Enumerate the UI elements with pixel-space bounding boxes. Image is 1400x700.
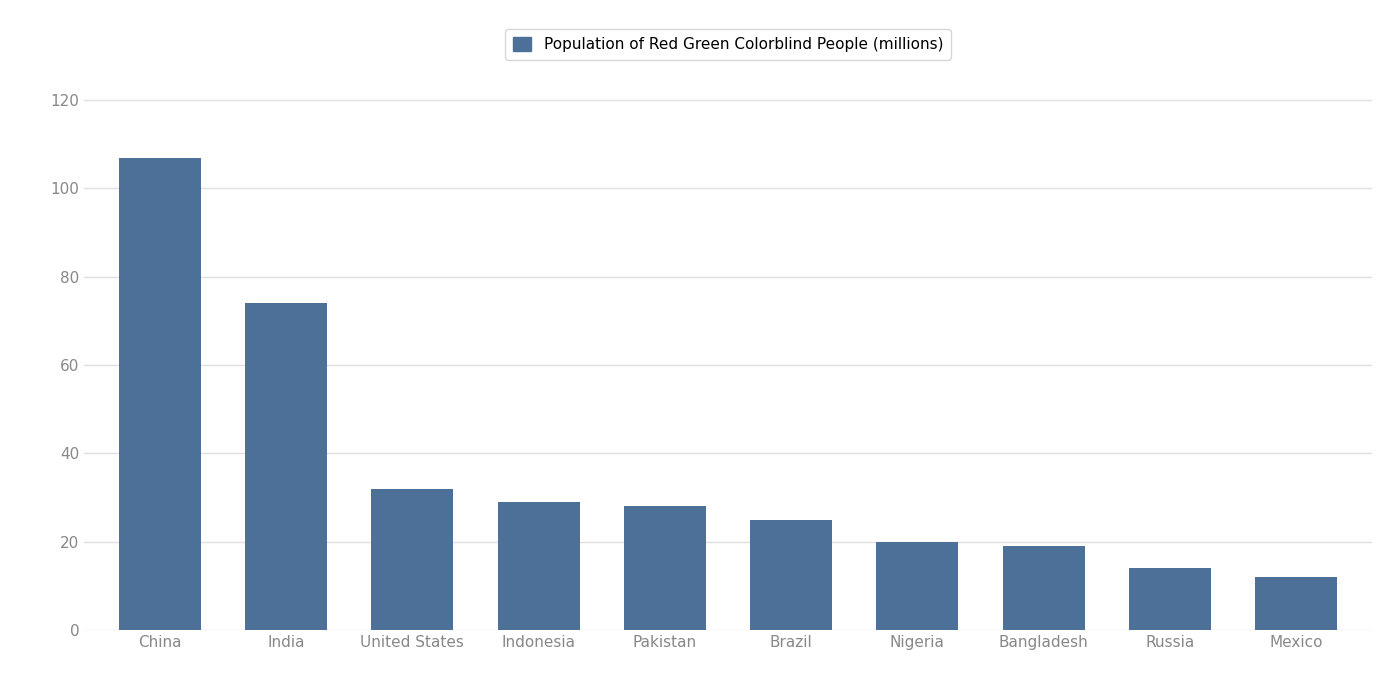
Legend: Population of Red Green Colorblind People (millions): Population of Red Green Colorblind Peopl…: [505, 29, 951, 60]
Bar: [497, 502, 580, 630]
Bar: [119, 158, 200, 630]
Bar: [245, 303, 328, 630]
Bar: [1128, 568, 1211, 630]
Bar: [1002, 546, 1085, 630]
Bar: [876, 542, 959, 630]
Bar: [371, 489, 454, 630]
Bar: [1256, 577, 1337, 630]
Bar: [750, 519, 832, 630]
Bar: [624, 506, 706, 630]
